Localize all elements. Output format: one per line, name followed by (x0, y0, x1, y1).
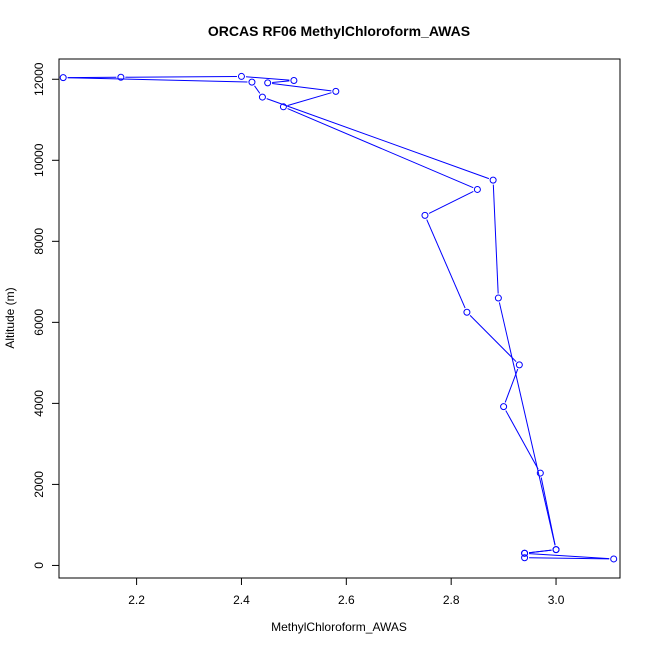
x-tick-label: 2.4 (233, 593, 250, 607)
y-tick-label: 12000 (32, 62, 46, 96)
series-segment (67, 77, 248, 83)
series-segment (272, 82, 332, 92)
series-segment (505, 410, 539, 470)
data-point (290, 76, 298, 84)
series-segment (287, 92, 332, 107)
data-point (552, 546, 560, 554)
x-tick-label: 2.2 (128, 593, 145, 607)
series-segment (266, 98, 490, 180)
data-point (494, 294, 502, 302)
y-axis-label: Altitude (m) (3, 287, 17, 348)
series-segment (426, 219, 466, 309)
y-axis: 0 2000 4000 6000 8000 10000 12000 (32, 62, 60, 569)
series-segment (529, 557, 610, 560)
series-segment (469, 315, 517, 363)
y-tick-label: 6000 (32, 309, 46, 336)
series-segment (245, 76, 290, 81)
series-markers (59, 72, 618, 563)
series-line (67, 75, 610, 560)
series-segment (254, 85, 261, 94)
data-point (500, 403, 508, 411)
data-point (521, 554, 529, 562)
data-point (332, 87, 340, 95)
x-tick-label: 2.8 (443, 593, 460, 607)
data-point (521, 549, 529, 557)
y-tick-label: 4000 (32, 390, 46, 417)
series-segment (287, 108, 474, 189)
plot-frame (58, 58, 621, 579)
data-point (279, 103, 287, 111)
data-point (264, 79, 272, 87)
x-axis: 2.2 2.4 2.6 2.8 3.0 (128, 577, 565, 607)
y-tick-label: 2000 (32, 471, 46, 498)
y-tick-label: 8000 (32, 228, 46, 255)
x-axis-label: MethylChloroform_AWAS (271, 620, 407, 634)
data-point (421, 211, 429, 219)
series-segment (272, 80, 290, 83)
data-point (610, 555, 618, 563)
data-point (463, 308, 471, 316)
data-point (473, 185, 481, 193)
data-point (515, 361, 523, 369)
x-tick-label: 3.0 (548, 593, 565, 607)
series-segment (498, 302, 556, 546)
series-segment (529, 553, 610, 560)
data-point (59, 74, 67, 82)
series-segment (492, 184, 499, 294)
series-segment (528, 549, 552, 554)
series-segment (540, 477, 556, 546)
data-point (258, 93, 266, 101)
series-segment (125, 75, 237, 78)
x-tick-label: 2.6 (338, 593, 355, 607)
series-segment (428, 191, 474, 214)
y-tick-label: 10000 (32, 143, 46, 177)
data-point (117, 73, 125, 81)
data-point (248, 78, 256, 86)
data-point (536, 469, 544, 477)
data-point (237, 72, 245, 80)
y-tick-label: 0 (32, 562, 46, 569)
chart-title: ORCAS RF06 MethylChloroform_AWAS (208, 23, 470, 39)
series-segment (504, 368, 519, 403)
data-point (489, 176, 497, 184)
